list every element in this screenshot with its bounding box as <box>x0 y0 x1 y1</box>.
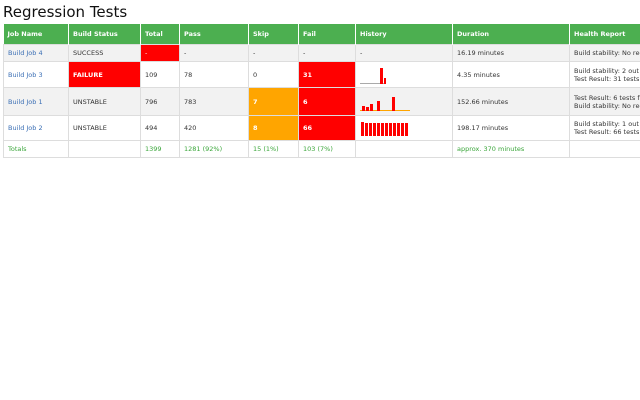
status: FAILURE <box>68 61 141 88</box>
sparkline <box>361 122 408 136</box>
health: Build stability: 1 out of Test Result: 66… <box>569 115 640 141</box>
history: - <box>355 44 453 62</box>
history <box>355 115 453 141</box>
health-line: Build stability: 1 out of <box>574 120 640 128</box>
job-link[interactable]: Build Job 3 <box>3 61 69 88</box>
totals-label: Totals <box>3 140 69 158</box>
header-cell[interactable]: Job Name <box>3 24 69 45</box>
job-link[interactable]: Build Job 4 <box>3 44 69 62</box>
duration: 4.35 minutes <box>452 61 570 88</box>
health: Build stability: 2 out of Test Result: 31… <box>569 61 640 88</box>
total: 494 <box>140 115 180 141</box>
row: Build Job 3 FAILURE 109 78 0 31 4.35 min… <box>3 61 640 88</box>
job-link[interactable]: Build Job 1 <box>3 87 69 116</box>
sparkline <box>360 96 410 111</box>
history <box>355 87 453 116</box>
status: SUCCESS <box>68 44 141 62</box>
fail: 31 <box>298 61 356 88</box>
duration: 152.66 minutes <box>452 87 570 116</box>
pass: 78 <box>179 61 249 88</box>
pass: - <box>179 44 249 62</box>
header-cell[interactable]: Fail <box>298 24 356 45</box>
page: Regression Tests Job Name Build Status T… <box>3 0 640 400</box>
empty-cell <box>569 140 640 158</box>
header-row: Job Name Build Status Total Pass Skip Fa… <box>3 24 640 45</box>
empty-cell <box>355 140 453 158</box>
sparkline <box>360 67 386 84</box>
status: UNSTABLE <box>68 87 141 116</box>
skip: - <box>248 44 299 62</box>
totals-row: Totals 1399 1281 (92%) 15 (1%) 103 (7%) … <box>3 140 640 158</box>
duration: 16.19 minutes <box>452 44 570 62</box>
job-link[interactable]: Build Job 2 <box>3 115 69 141</box>
total-sum: 1399 <box>140 140 180 158</box>
skip: 8 <box>248 115 299 141</box>
health-line: Test Result: 6 tests fail <box>574 93 640 102</box>
history <box>355 61 453 88</box>
fail-sum: 103 (7%) <box>298 140 356 158</box>
pass: 420 <box>179 115 249 141</box>
row: Build Job 4 SUCCESS - - - - - 16.19 minu… <box>3 44 640 62</box>
total: - <box>140 44 180 62</box>
fail: 6 <box>298 87 356 116</box>
header-cell[interactable]: Health Report <box>569 24 640 45</box>
fail: - <box>298 44 356 62</box>
fail: 66 <box>298 115 356 141</box>
total: 796 <box>140 87 180 116</box>
health-line: Build stability: No rece <box>574 101 640 110</box>
results-table: Job Name Build Status Total Pass Skip Fa… <box>3 24 640 158</box>
skip: 0 <box>248 61 299 88</box>
skip-sum: 15 (1%) <box>248 140 299 158</box>
header-cell[interactable]: History <box>355 24 453 45</box>
health: Test Result: 6 tests fail Build stability… <box>569 87 640 116</box>
health-line: Test Result: 66 tests fa <box>574 128 640 136</box>
duration-sum: approx. 370 minutes <box>452 140 570 158</box>
skip: 7 <box>248 87 299 116</box>
row: Build Job 1 UNSTABLE 796 783 7 6 152.66 … <box>3 87 640 116</box>
header-cell[interactable]: Duration <box>452 24 570 45</box>
health: Build stability: No rece <box>569 44 640 62</box>
pass: 783 <box>179 87 249 116</box>
pass-sum: 1281 (92%) <box>179 140 249 158</box>
header-cell[interactable]: Total <box>140 24 180 45</box>
health-line: Build stability: No rece <box>574 49 640 57</box>
page-title: Regression Tests <box>3 3 128 21</box>
duration: 198.17 minutes <box>452 115 570 141</box>
row: Build Job 2 UNSTABLE 494 420 8 66 198.17… <box>3 115 640 141</box>
health-line: Build stability: 2 out of <box>574 66 640 75</box>
status: UNSTABLE <box>68 115 141 141</box>
empty-cell <box>68 140 141 158</box>
total: 109 <box>140 61 180 88</box>
header-cell[interactable]: Pass <box>179 24 249 45</box>
header-cell[interactable]: Build Status <box>68 24 141 45</box>
health-line: Test Result: 31 tests fa <box>574 74 640 83</box>
header-cell[interactable]: Skip <box>248 24 299 45</box>
